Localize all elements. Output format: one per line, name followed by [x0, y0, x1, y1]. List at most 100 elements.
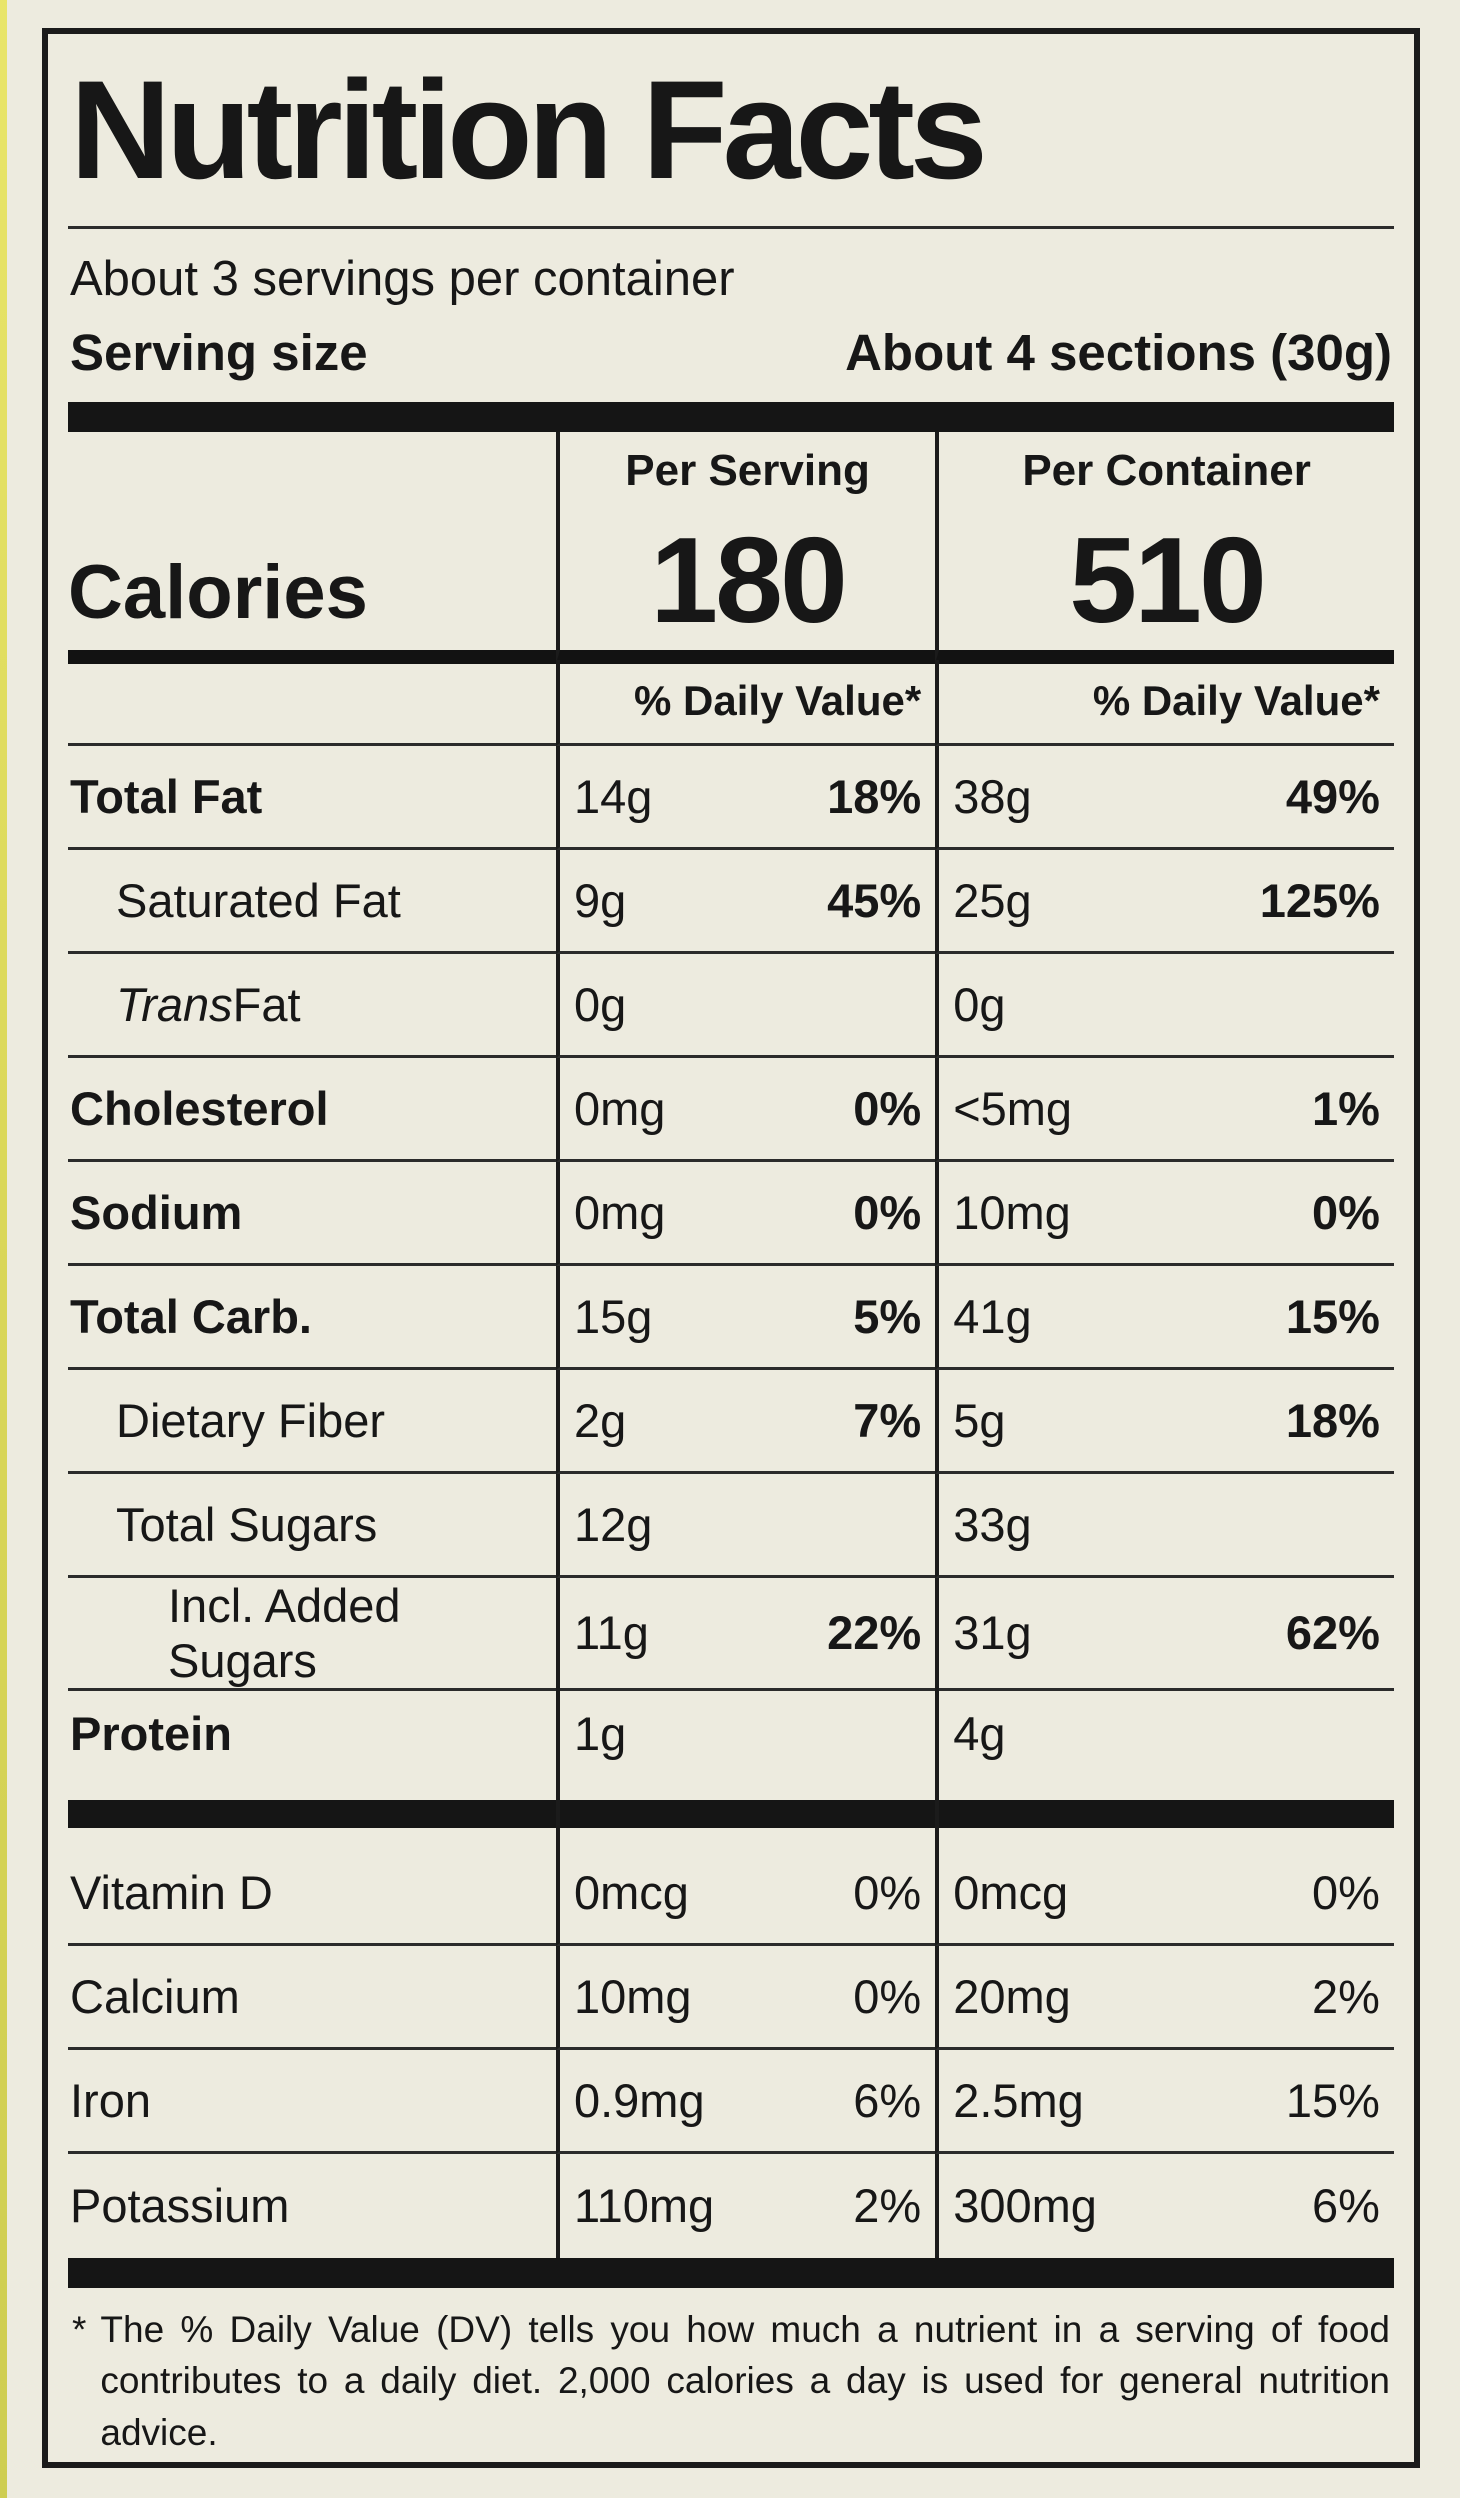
- serving-values: 110mg 2%: [555, 2153, 935, 2258]
- column-header-row: Per Serving Per Container: [68, 431, 1394, 510]
- serving-values: 11g 22%: [555, 1577, 936, 1691]
- nutrient-name: Total Carb.: [68, 1266, 556, 1370]
- row-trans-fat: Trans Fat 0g 0g: [68, 953, 1394, 1058]
- container-amount: 300mg: [953, 2179, 1097, 2233]
- container-amount: 4g: [953, 1707, 1006, 1761]
- mid-bar-segment: [555, 1785, 936, 1842]
- serving-dv: 0%: [853, 1865, 922, 1919]
- footnote: * The % Daily Value (DV) tells you how m…: [68, 2288, 1394, 2459]
- container-amount: 2.5mg: [953, 2073, 1084, 2127]
- container-amount: 25g: [953, 873, 1032, 927]
- row-total-carb: Total Carb. 15g 5% 41g 15%: [68, 1265, 1394, 1370]
- container-amount: 5g: [953, 1393, 1006, 1447]
- serving-values: 0.9mg 6%: [555, 2049, 936, 2154]
- nutrient-name: Cholesterol: [68, 1058, 556, 1162]
- container-amount: 31g: [953, 1606, 1032, 1660]
- container-amount: 41g: [953, 1289, 1032, 1343]
- serving-amount: 11g: [573, 1606, 649, 1660]
- serving-dv: 18%: [827, 769, 922, 823]
- row-saturated-fat: Saturated Fat 9g 45% 25g 125%: [68, 849, 1394, 954]
- serving-amount: 15g: [573, 1289, 653, 1343]
- row-vitamin-d: Vitamin D 0mcg 0% 0mcg 0%: [68, 1841, 1394, 1946]
- column-header-per-serving: Per Serving: [555, 431, 935, 510]
- serving-values: 12g: [555, 1473, 936, 1578]
- nutrient-name: Iron: [68, 2050, 556, 2154]
- container-dv: 18%: [1285, 1393, 1380, 1447]
- container-values: 4g: [935, 1681, 1394, 1786]
- row-protein: Protein 1g 4g: [68, 1681, 1394, 1786]
- container-dv: 62%: [1285, 1606, 1380, 1660]
- serving-dv: 6%: [853, 2073, 922, 2127]
- row-cholesterol: Cholesterol 0mg 0% <5mg 1%: [68, 1057, 1394, 1162]
- column-header-spacer: [68, 432, 556, 510]
- container-amount: 33g: [953, 1497, 1032, 1551]
- serving-amount: 0mg: [573, 1081, 666, 1135]
- nutrition-grid: Per Serving Per Container Calories 180 5…: [68, 431, 1394, 2258]
- calories-per-serving: 180: [555, 509, 936, 664]
- container-dv: 49%: [1285, 769, 1380, 823]
- mid-bar: [559, 1799, 936, 1828]
- nutrition-facts-title: Nutrition Facts: [68, 46, 1394, 229]
- nutrient-name: Dietary Fiber: [68, 1370, 556, 1474]
- container-dv: 125%: [1259, 873, 1380, 927]
- calories-label: Calories: [68, 510, 556, 664]
- serving-dv: 5%: [853, 1289, 922, 1343]
- mid-bar-segment: [935, 1785, 1394, 1842]
- row-sodium: Sodium 0mg 0% 10mg 0%: [68, 1161, 1394, 1266]
- serving-amount: 0mcg: [573, 1865, 689, 1919]
- row-potassium: Potassium 110mg 2% 300mg 6%: [68, 2153, 1394, 2258]
- container-values: <5mg 1%: [935, 1057, 1394, 1162]
- nutrient-name: Saturated Fat: [68, 850, 556, 954]
- serving-dv: 22%: [827, 1606, 922, 1660]
- serving-values: 0mg 0%: [555, 1161, 936, 1266]
- serving-size-value: About 4 sections (30g): [845, 323, 1392, 381]
- serving-dv: 2%: [853, 2179, 922, 2233]
- package-edge: [0, 0, 7, 2498]
- nutrient-name: Total Sugars: [68, 1474, 556, 1578]
- daily-value-spacer: [68, 660, 556, 746]
- mid-bar-segment: [68, 1786, 556, 1842]
- thick-rule-bottom: [68, 2257, 1394, 2288]
- serving-amount: 110mg: [573, 2179, 715, 2233]
- serving-dv: 7%: [853, 1393, 922, 1447]
- serving-size-label: Serving size: [70, 323, 368, 381]
- calories-row: Calories 180 510: [68, 509, 1394, 664]
- container-dv: 6%: [1312, 2179, 1380, 2233]
- container-values: 5g 18%: [935, 1369, 1394, 1474]
- servings-per-container: About 3 servings per container: [70, 251, 735, 306]
- serving-dv: 0%: [853, 1185, 922, 1239]
- container-values: 31g 62%: [935, 1577, 1394, 1691]
- serving-values: 0mg 0%: [555, 1057, 936, 1162]
- nutrient-name: Potassium: [70, 2179, 290, 2233]
- calories-per-container: 510: [935, 509, 1394, 664]
- row-dietary-fiber: Dietary Fiber 2g 7% 5g 18%: [68, 1369, 1394, 1474]
- nutrient-name: Calcium: [68, 1946, 556, 2050]
- serving-amount: 2g: [573, 1393, 627, 1447]
- nutrient-name: Total Fat: [68, 746, 556, 850]
- container-amount: 0mcg: [953, 1865, 1069, 1919]
- serving-values: 15g 5%: [555, 1265, 936, 1370]
- serving-values: 0g: [555, 953, 936, 1058]
- serving-amount: 10mg: [573, 1969, 692, 2023]
- daily-value-header-serving: % Daily Value*: [555, 659, 936, 746]
- serving-dv: 0%: [853, 1969, 922, 2023]
- nutrient-name: Incl. Added Sugars: [68, 1578, 556, 1691]
- serving-size-row: Serving size About 4 sections (30g): [68, 311, 1394, 402]
- footnote-asterisk: *: [72, 2308, 87, 2350]
- container-dv: 0%: [1312, 1865, 1380, 1919]
- serving-amount: 0g: [573, 977, 627, 1031]
- container-amount: 20mg: [953, 1969, 1071, 2023]
- column-header-per-container: Per Container: [935, 431, 1394, 510]
- container-dv: 15%: [1285, 1289, 1380, 1343]
- nutrient-name: Sodium: [68, 1162, 556, 1266]
- container-values: 38g 49%: [935, 745, 1394, 850]
- container-amount: 38g: [953, 769, 1032, 823]
- serving-amount: 9g: [573, 873, 627, 927]
- serving-amount: 14g: [573, 769, 653, 823]
- serving-values: 1g: [555, 1681, 935, 1786]
- footnote-text: The % Daily Value (DV) tells you how muc…: [100, 2308, 1390, 2454]
- container-amount: 10mg: [953, 1185, 1071, 1239]
- nutrition-facts-label: Nutrition Facts About 3 servings per con…: [42, 28, 1420, 2468]
- serving-amount: 0.9mg: [573, 2073, 705, 2127]
- daily-value-header-row: % Daily Value* % Daily Value*: [68, 659, 1394, 746]
